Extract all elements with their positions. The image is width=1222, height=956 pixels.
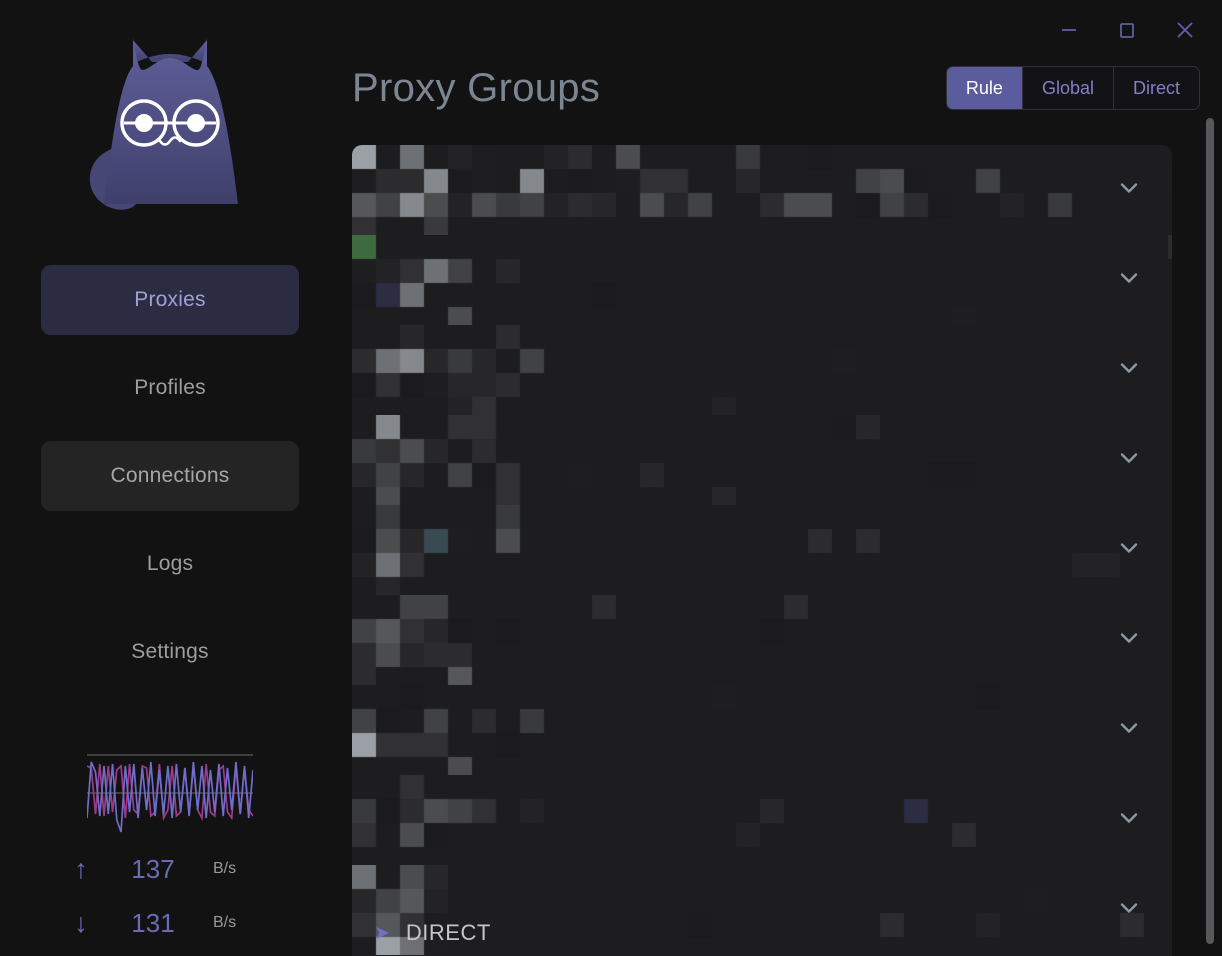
traffic-sparkline-chart xyxy=(87,754,253,833)
chevron-down-icon[interactable] xyxy=(1116,265,1142,296)
mode-label: Global xyxy=(1041,77,1094,98)
chevron-down-icon[interactable] xyxy=(1116,895,1142,926)
sidebar-item-connections[interactable]: Connections xyxy=(41,441,299,511)
sidebar-item-label: Connections xyxy=(110,464,230,487)
page-header: Proxy Groups Rule Global Direct xyxy=(352,56,1200,120)
censored-group-name xyxy=(352,505,1172,595)
app-logo xyxy=(0,8,340,243)
censored-group-name xyxy=(352,775,1172,865)
chevron-down-icon[interactable] xyxy=(1116,355,1142,386)
close-button[interactable] xyxy=(1170,15,1200,45)
proxy-group-row[interactable] xyxy=(352,685,1172,775)
chevron-down-icon[interactable] xyxy=(1116,175,1142,206)
censored-group-name xyxy=(352,415,1172,505)
cat-logo-icon xyxy=(89,38,238,210)
censored-group-name xyxy=(352,865,1172,955)
proxy-group-row[interactable] xyxy=(352,145,1172,235)
sidebar-item-label: Proxies xyxy=(134,288,206,311)
chevron-down-icon[interactable] xyxy=(1116,715,1142,746)
censored-group-name xyxy=(352,595,1172,685)
arrow-up-icon: ↑ xyxy=(74,853,88,884)
sidebar-item-label: Settings xyxy=(131,640,209,663)
proxy-group-list[interactable]: ➤ DIRECT xyxy=(352,145,1172,956)
sidebar-item-proxies[interactable]: Proxies xyxy=(41,265,299,335)
censored-group-name xyxy=(352,145,1172,235)
proxy-group-row[interactable] xyxy=(352,235,1172,325)
traffic-widget: ↑ 137 B/s ↓ 131 B/s xyxy=(0,754,340,950)
sidebar-item-settings[interactable]: Settings xyxy=(41,617,299,687)
mode-label: Direct xyxy=(1132,77,1180,98)
censored-group-name xyxy=(352,325,1172,415)
sidebar: Proxies Profiles Connections Logs Settin… xyxy=(0,0,340,956)
download-speed-row: ↓ 131 B/s xyxy=(55,896,285,950)
arrow-down-icon: ↓ xyxy=(74,907,88,938)
send-arrow-icon: ➤ xyxy=(374,922,390,944)
censored-group-name xyxy=(352,685,1172,775)
mode-button-global[interactable]: Global xyxy=(1021,67,1113,109)
censored-group-name xyxy=(352,235,1172,325)
sidebar-item-logs[interactable]: Logs xyxy=(41,529,299,599)
chevron-down-icon[interactable] xyxy=(1116,445,1142,476)
mode-toggle-group: Rule Global Direct xyxy=(945,66,1200,110)
sidebar-item-label: Profiles xyxy=(134,376,206,399)
mode-label: Rule xyxy=(965,77,1003,98)
page-title: Proxy Groups xyxy=(352,65,601,110)
direct-proxy-label: DIRECT xyxy=(405,920,491,945)
scrollbar-thumb[interactable] xyxy=(1206,118,1214,944)
upload-speed-unit: B/s xyxy=(213,860,237,877)
proxy-group-row[interactable] xyxy=(352,505,1172,595)
upload-speed-value: 137 xyxy=(131,853,175,884)
proxy-group-row[interactable] xyxy=(352,775,1172,865)
list-scrollbar[interactable] xyxy=(1204,118,1216,944)
sidebar-item-label: Logs xyxy=(146,552,194,575)
direct-proxy-row[interactable]: ➤ DIRECT xyxy=(352,910,1172,956)
window-controls xyxy=(1054,10,1200,50)
download-speed-value: 131 xyxy=(131,907,175,938)
chevron-down-icon[interactable] xyxy=(1116,625,1142,656)
proxy-group-row[interactable] xyxy=(352,865,1172,955)
minimize-button[interactable] xyxy=(1054,15,1084,45)
mode-button-direct[interactable]: Direct xyxy=(1112,67,1199,109)
maximize-button[interactable] xyxy=(1112,15,1142,45)
chevron-down-icon[interactable] xyxy=(1116,535,1142,566)
chevron-down-icon[interactable] xyxy=(1116,805,1142,836)
download-speed-unit: B/s xyxy=(213,914,237,931)
proxy-group-row[interactable] xyxy=(352,415,1172,505)
mode-button-rule[interactable]: Rule xyxy=(946,67,1022,109)
sidebar-item-profiles[interactable]: Profiles xyxy=(41,353,299,423)
main-content: Proxy Groups Rule Global Direct ➤ DIRECT xyxy=(340,0,1222,956)
proxy-group-row[interactable] xyxy=(352,325,1172,415)
sidebar-nav: Proxies Profiles Connections Logs Settin… xyxy=(0,265,340,705)
proxy-group-row[interactable] xyxy=(352,595,1172,685)
upload-speed-row: ↑ 137 B/s xyxy=(55,842,285,896)
